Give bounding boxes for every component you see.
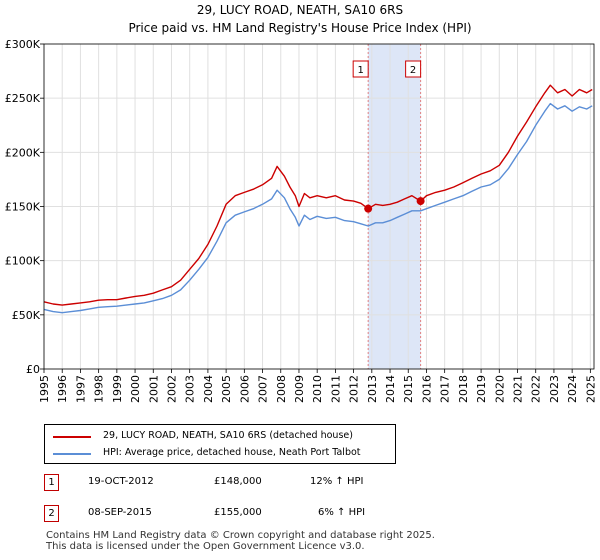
hpi-line <box>43 102 593 314</box>
x-tick-label: 2023 <box>548 375 561 403</box>
x-tick-label: 2011 <box>329 375 342 403</box>
x-tick-label: 2020 <box>493 375 506 403</box>
transaction-price: £148,000 <box>214 476 262 487</box>
x-tick-label: 2024 <box>566 375 579 403</box>
sale-point <box>364 204 373 213</box>
y-tick-label: £50K <box>12 309 41 322</box>
transaction-number: 1 <box>44 474 59 491</box>
sale-label: 1 <box>357 65 363 76</box>
legend-swatch-hpi <box>53 453 91 455</box>
x-tick-label: 2007 <box>257 375 270 403</box>
x-tick-label: 2009 <box>293 375 306 403</box>
x-tick-label: 1995 <box>38 375 51 403</box>
x-tick-label: 2014 <box>384 375 397 403</box>
y-tick-label: £200K <box>5 146 41 159</box>
x-tick-label: 2010 <box>311 375 324 403</box>
legend-label-hpi: HPI: Average price, detached house, Neat… <box>103 447 361 458</box>
chart-title: 29, LUCY ROAD, NEATH, SA10 6RS <box>196 3 404 17</box>
x-tick-label: 2008 <box>275 375 288 403</box>
sale-point <box>416 197 425 206</box>
legend: 29, LUCY ROAD, NEATH, SA10 6RS (detached… <box>44 424 396 464</box>
property-price-line <box>43 84 593 306</box>
transaction-hpi-change: 6% ↑ HPI <box>318 507 366 518</box>
transaction-price: £155,000 <box>214 507 262 518</box>
x-tick-label: 1999 <box>111 375 124 403</box>
chart-subtitle: Price paid vs. HM Land Registry's House … <box>128 21 472 35</box>
x-tick-label: 2017 <box>439 375 452 403</box>
x-tick-label: 2025 <box>584 375 597 403</box>
x-tick-label: 2018 <box>457 375 470 403</box>
x-tick-label: 2012 <box>348 375 361 403</box>
x-tick-label: 2003 <box>184 375 197 403</box>
x-tick-label: 1996 <box>56 375 69 403</box>
x-tick-label: 2015 <box>402 375 415 403</box>
y-tick-label: £150K <box>5 201 41 214</box>
footer-licence: This data is licensed under the Open Gov… <box>46 541 365 552</box>
transaction-date: 19-OCT-2012 <box>88 476 154 487</box>
x-tick-label: 2004 <box>202 375 215 403</box>
x-tick-label: 1998 <box>93 375 106 403</box>
x-tick-label: 2016 <box>420 375 433 403</box>
x-tick-label: 2006 <box>238 375 251 403</box>
transaction-hpi-change: 12% ↑ HPI <box>310 476 364 487</box>
y-tick-label: £250K <box>5 92 41 105</box>
x-tick-label: 2013 <box>366 375 379 403</box>
transaction-date: 08-SEP-2015 <box>88 507 152 518</box>
x-tick-label: 2022 <box>530 375 543 403</box>
price-chart: 1 2 £0 £50K £100K £150K £200K £250K £300K 1995 199… <box>5 38 598 403</box>
sale-label: 2 <box>410 65 416 76</box>
footer: Contains HM Land Registry data © Crown c… <box>46 530 435 552</box>
y-tick-label: £100K <box>5 255 41 268</box>
x-tick-label: 2021 <box>512 375 525 403</box>
transaction-number: 2 <box>44 505 59 522</box>
legend-swatch-property <box>53 436 91 438</box>
footer-copyright: Contains HM Land Registry data © Crown c… <box>46 530 435 541</box>
sale-label-box <box>352 60 369 78</box>
y-tick-label: £300K <box>5 38 41 51</box>
y-tick-label: £0 <box>26 363 40 376</box>
legend-label-property: 29, LUCY ROAD, NEATH, SA10 6RS (detached… <box>103 430 353 441</box>
x-tick-label: 1997 <box>74 375 87 403</box>
x-tick-label: 2000 <box>129 375 142 403</box>
sale-label-box <box>405 60 422 78</box>
x-tick-label: 2019 <box>475 375 488 403</box>
x-tick-label: 2005 <box>220 375 233 403</box>
x-tick-label: 2002 <box>165 375 178 403</box>
x-tick-label: 2001 <box>147 375 160 403</box>
